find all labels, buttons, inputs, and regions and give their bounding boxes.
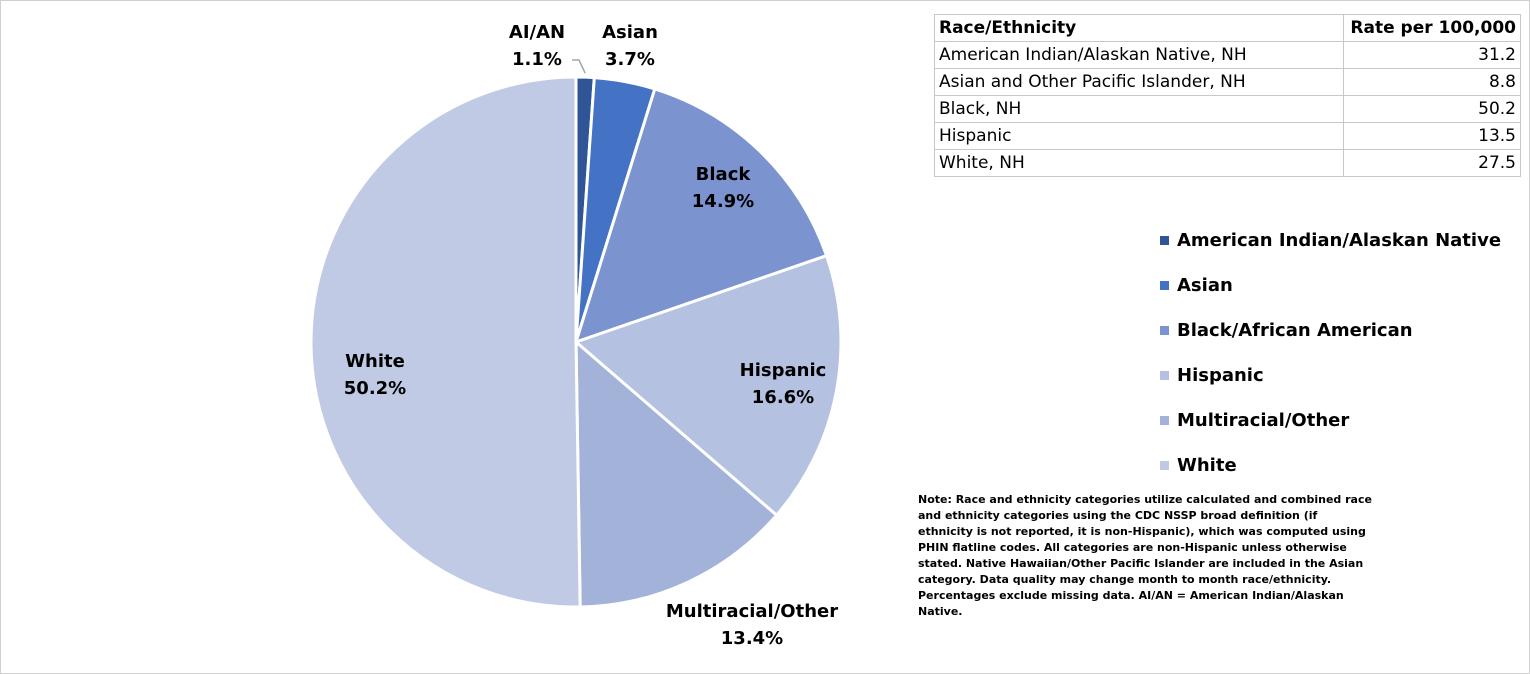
rate-cell: 13.5 xyxy=(1343,122,1521,150)
legend-item: Asian xyxy=(1160,263,1501,308)
table-row: American Indian/Alaskan Native, NH 31.2 xyxy=(934,41,1521,69)
legend-item: Multiracial/Other xyxy=(1160,398,1501,443)
legend-swatch xyxy=(1160,461,1169,470)
rate-cell: 50.2 xyxy=(1343,95,1521,123)
legend-item: American Indian/Alaskan Native xyxy=(1160,218,1501,263)
race-cell: Asian and Other Pacific Islander, NH xyxy=(934,68,1344,96)
legend-swatch xyxy=(1160,416,1169,425)
pie-chart: AI/AN 1.1% Asian 3.7% Black 14.9% Hispanic 16.6… xyxy=(309,22,843,649)
slice-value-label: 16.6% xyxy=(752,387,814,408)
legend: American Indian/Alaskan Native Asian Black… xyxy=(1160,218,1501,488)
note: Note: Race and ethnicity categories util… xyxy=(918,493,1372,618)
leader-line xyxy=(572,59,586,74)
race-cell: White, NH xyxy=(934,149,1344,177)
race-cell: Hispanic xyxy=(934,122,1344,150)
table-row: Asian and Other Pacific Islander, NH 8.8 xyxy=(934,68,1521,96)
legend-label: Asian xyxy=(1177,275,1233,296)
slice-value-label: 13.4% xyxy=(721,628,783,649)
pie-slice xyxy=(574,338,779,609)
rate-cell: 8.8 xyxy=(1343,68,1521,96)
legend-item: Black/African American xyxy=(1160,308,1501,353)
slice-label: Black xyxy=(696,164,752,185)
legend-label: Hispanic xyxy=(1177,365,1264,386)
race-cell: American Indian/Alaskan Native, NH xyxy=(934,41,1344,69)
legend-label: White xyxy=(1177,455,1237,476)
slice-label: Hispanic xyxy=(740,360,827,381)
legend-swatch xyxy=(1160,326,1169,335)
table-header: Race/Ethnicity Rate per 100,000 xyxy=(934,14,1521,42)
pie-slice xyxy=(309,75,582,609)
legend-item: White xyxy=(1160,443,1501,488)
rate-table: Race/Ethnicity Rate per 100,000 American… xyxy=(934,14,1521,177)
rate-cell: 27.5 xyxy=(1343,149,1521,177)
table-row: Hispanic 13.5 xyxy=(934,122,1521,150)
table-row: Black, NH 50.2 xyxy=(934,95,1521,123)
slice-value-label: 50.2% xyxy=(344,378,406,399)
slice-label: AI/AN xyxy=(509,22,565,43)
slice-label: White xyxy=(345,351,405,372)
header-cell: Rate per 100,000 xyxy=(1343,14,1521,42)
legend-label: American Indian/Alaskan Native xyxy=(1177,230,1502,251)
legend-item: Hispanic xyxy=(1160,353,1501,398)
slice-value-label: 14.9% xyxy=(692,191,754,212)
header-cell: Race/Ethnicity xyxy=(934,14,1344,42)
race-cell: Black, NH xyxy=(934,95,1344,123)
legend-swatch xyxy=(1160,236,1169,245)
slice-label: Multiracial/Other xyxy=(666,601,838,622)
rate-cell: 31.2 xyxy=(1343,41,1521,69)
legend-swatch xyxy=(1160,281,1169,290)
slice-value-label: 3.7% xyxy=(605,49,655,70)
pie-slice xyxy=(573,87,829,345)
slice-value-label: 1.1% xyxy=(512,49,562,70)
legend-swatch xyxy=(1160,371,1169,380)
pie-slice xyxy=(573,253,843,518)
legend-label: Multiracial/Other xyxy=(1177,410,1350,431)
table-row: White, NH 27.5 xyxy=(934,149,1521,177)
legend-label: Black/African American xyxy=(1177,320,1413,341)
slice-label: Asian xyxy=(602,22,658,43)
